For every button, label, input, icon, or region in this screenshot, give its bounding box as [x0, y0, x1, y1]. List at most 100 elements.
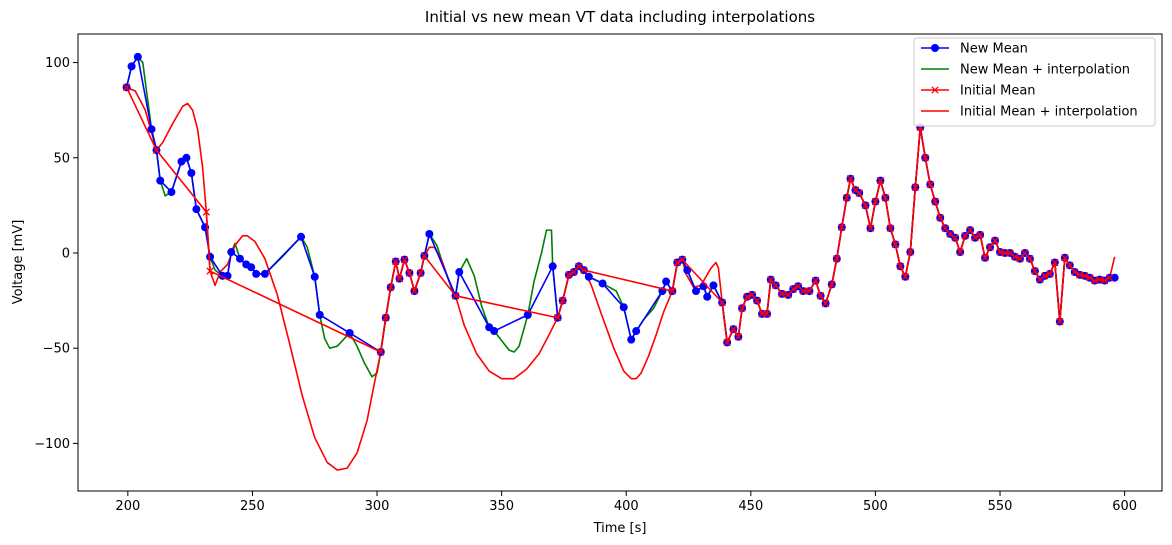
initial-mean-point: [861, 201, 870, 210]
initial-mean-point: [896, 262, 905, 270]
x-tick-label: 350: [489, 499, 514, 514]
initial-mean-point: [729, 325, 738, 333]
initial-mean-point: [1011, 253, 1019, 261]
initial-mean-point: [778, 290, 786, 298]
initial-mean-point: [901, 273, 909, 281]
initial-mean-point: [405, 269, 414, 277]
initial-mean-point: [876, 176, 885, 185]
initial-mean-point: [966, 226, 974, 234]
initial-mean-point: [206, 267, 214, 275]
initial-mean-point: [743, 293, 751, 301]
x-tick-label: 300: [365, 499, 390, 514]
initial-mean-point: [789, 285, 797, 293]
initial-mean-point: [1071, 268, 1079, 276]
legend-box: [913, 37, 1156, 127]
initial-mean-point: [1106, 274, 1114, 282]
initial-mean-point: [1036, 275, 1044, 284]
x-tick-label: 450: [738, 499, 763, 514]
new-mean-point: [692, 287, 701, 296]
initial-mean-point: [1061, 254, 1069, 262]
new-mean-point: [260, 269, 269, 278]
initial-mean-point: [906, 248, 914, 256]
y-tick-label: 50: [53, 151, 70, 166]
initial-mean-point: [926, 180, 934, 189]
new-mean-point: [1110, 273, 1119, 282]
initial-mean-point: [805, 287, 814, 295]
new-mean-point: [632, 327, 641, 336]
initial-mean-point: [1031, 267, 1039, 275]
new-mean-point: [235, 254, 244, 263]
initial-mean-point: [1101, 276, 1109, 285]
legend-label-new-mean-interpolation: New Mean + interpolation: [960, 63, 1130, 78]
initial-mean-point: [668, 287, 676, 295]
y-tick-label: −50: [43, 342, 70, 357]
initial-mean-point: [1041, 272, 1049, 280]
new-mean-point: [709, 281, 718, 290]
initial-mean-point: [772, 281, 780, 290]
new-mean-point: [247, 263, 256, 272]
initial-mean-point: [122, 83, 131, 91]
initial-mean-point: [1066, 261, 1074, 270]
initial-mean-point: [387, 283, 395, 291]
x-tick-label: 500: [863, 499, 888, 514]
initial-mean-point: [828, 280, 836, 289]
initial-mean-point: [846, 175, 855, 183]
initial-mean-point: [580, 266, 588, 274]
initial-mean-point: [871, 197, 880, 206]
initial-mean-point: [881, 194, 890, 202]
legend-label-initial-mean: Initial Mean: [960, 84, 1036, 99]
new-mean-point: [490, 327, 499, 336]
initial-mean-point: [570, 268, 578, 276]
new-mean-point: [206, 252, 215, 261]
new-mean-point: [133, 52, 142, 61]
initial-mean-point: [838, 223, 846, 231]
new-mean-point: [167, 188, 176, 197]
new-mean-point: [315, 310, 324, 319]
initial-mean-point: [911, 183, 919, 191]
initial-mean-point: [753, 296, 761, 305]
new-mean-point: [425, 229, 434, 238]
legend-label-new-mean: New Mean: [960, 42, 1028, 57]
initial-mean-point: [554, 314, 562, 322]
new-mean-point: [703, 292, 712, 301]
initial-mean-point: [951, 234, 959, 242]
y-axis: −100 −50 0 50 100: [34, 56, 78, 452]
initial-mean-point: [748, 291, 756, 299]
initial-mean-point: [1046, 270, 1054, 278]
new-mean-point: [345, 328, 354, 337]
initial-mean-point: [410, 287, 419, 295]
initial-mean-point: [976, 231, 984, 239]
initial-mean-point: [1006, 249, 1014, 257]
initial-mean-point: [734, 333, 743, 341]
new-mean-point: [227, 248, 236, 257]
initial-mean-point: [855, 189, 863, 197]
initial-mean-point: [971, 234, 979, 242]
legend-marker-new-mean: [931, 44, 939, 52]
initial-mean-point: [718, 298, 726, 307]
initial-mean-point: [395, 275, 404, 283]
new-mean-point: [187, 169, 196, 178]
initial-mean-point: [767, 275, 775, 284]
initial-mean-point: [1051, 258, 1059, 267]
initial-mean-point: [843, 194, 851, 202]
legend-label-initial-mean-interpolation: Initial Mean + interpolation: [960, 105, 1138, 120]
initial-mean-point: [991, 236, 999, 245]
new-mean-point: [156, 176, 165, 185]
x-tick-label: 600: [1112, 499, 1137, 514]
x-tick-label: 250: [240, 499, 265, 514]
initial-mean-point: [723, 338, 731, 347]
legend: New Mean New Mean + interpolation Initial …: [913, 37, 1156, 127]
initial-mean-point: [763, 310, 771, 318]
new-mean-point: [627, 335, 636, 344]
initial-mean-point: [575, 262, 583, 270]
new-mean-point: [455, 268, 464, 277]
new-mean-point: [182, 153, 191, 162]
initial-mean-point: [1016, 255, 1024, 263]
initial-mean-point: [1081, 272, 1089, 280]
initial-mean-point: [811, 276, 820, 285]
x-tick-label: 400: [614, 499, 639, 514]
x-axis: 200 250 300 350 400 450 500 550 600: [115, 491, 1137, 514]
initial-mean-point: [986, 243, 994, 251]
new-mean-point: [619, 303, 628, 312]
